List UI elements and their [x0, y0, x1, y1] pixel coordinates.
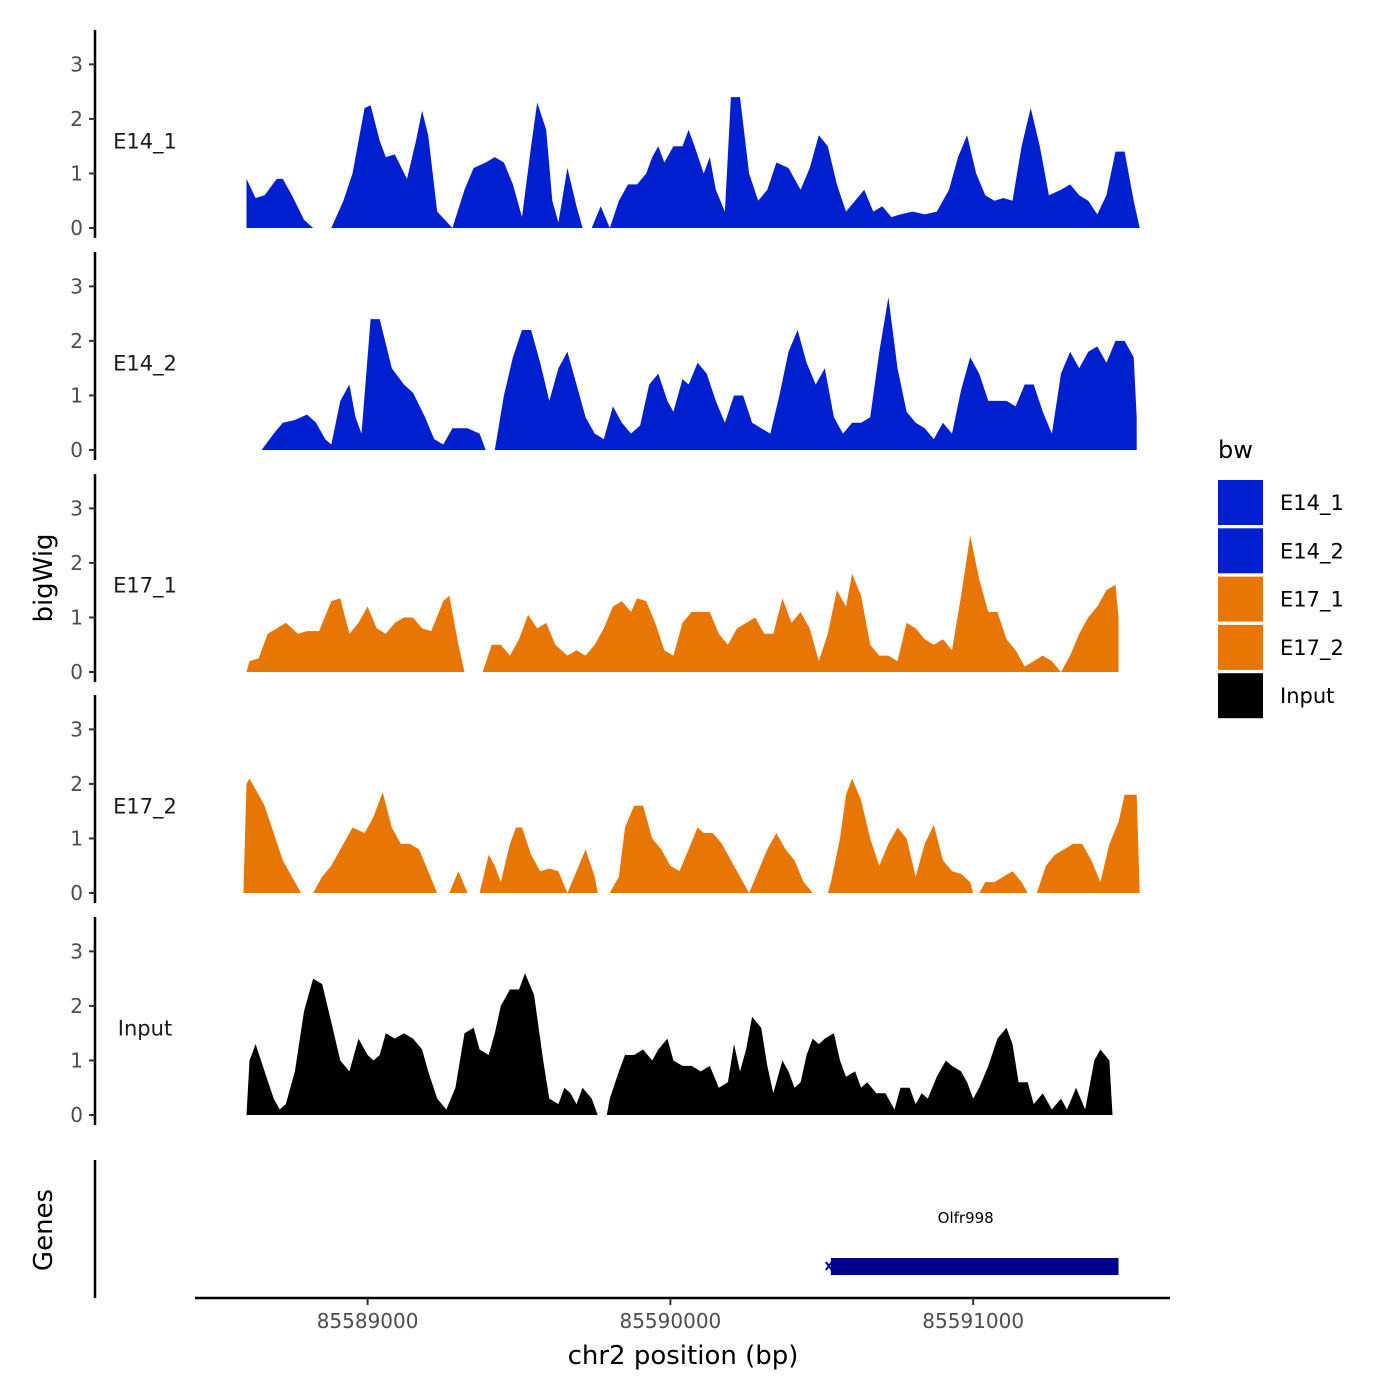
gene-strand-marker [825, 1261, 833, 1271]
coverage-area-e17-1 [246, 535, 1119, 672]
x-tick-label: 85591000 [922, 1309, 1024, 1333]
y-tick-label: 2 [70, 551, 83, 575]
coverage-tracks: 0 1 2 3 E14_1 0 1 2 3 E14_2 0 1 2 3 E17_1 0 1 2 3 E17_2 0 1 2 3… [70, 30, 1140, 1127]
y-tick-label: 0 [70, 1103, 83, 1127]
y-tick-label: 2 [70, 329, 83, 353]
legend-label: E14_1 [1280, 491, 1344, 516]
track-e14-1: 0 1 2 3 E14_1 [70, 30, 1140, 240]
legend: bw E14_1 E14_2 E17_1 E17_2 Input [1218, 436, 1344, 719]
genes-axis-title: Genes [29, 1189, 59, 1271]
x-axis: 85589000 85590000 85591000 [195, 1296, 1170, 1333]
y-tick-label: 0 [70, 660, 83, 684]
track-label: E17_1 [113, 574, 177, 599]
track-label: E14_2 [113, 352, 177, 377]
gene-label: Olfr998 [938, 1209, 994, 1227]
y-tick-label: 0 [70, 881, 83, 905]
legend-swatch [1218, 576, 1263, 622]
coverage-area-input [246, 973, 1113, 1115]
x-tick-label: 85589000 [317, 1309, 419, 1333]
track-input: 0 1 2 3 Input [70, 917, 1113, 1127]
y-tick-label: 3 [70, 52, 83, 76]
coverage-area-e14-1 [246, 97, 1140, 228]
legend-swatch [1218, 480, 1263, 525]
track-label: E17_2 [113, 795, 177, 820]
y-tick-label: 2 [70, 772, 83, 796]
gene-track: Olfr998 [93, 1160, 1119, 1298]
coverage-area-e14-2 [261, 297, 1137, 450]
track-e17-2: 0 1 2 3 E17_2 [70, 695, 1140, 905]
y-tick-label: 3 [70, 939, 83, 963]
legend-swatch [1218, 624, 1263, 670]
legend-label: E17_2 [1280, 636, 1344, 661]
y-tick-label: 3 [70, 496, 83, 520]
x-axis-title: chr2 position (bp) [568, 1341, 799, 1371]
y-tick-label: 3 [70, 717, 83, 741]
x-tick-label: 85590000 [619, 1309, 721, 1333]
y-tick-label: 3 [70, 274, 83, 298]
legend-swatch [1218, 528, 1263, 574]
track-e17-1: 0 1 2 3 E17_1 [70, 474, 1119, 684]
y-tick-label: 1 [70, 383, 83, 407]
legend-swatch [1218, 673, 1263, 719]
y-axis-title: bigWig [29, 533, 59, 622]
y-tick-label: 1 [70, 605, 83, 629]
track-e14-2: 0 1 2 3 E14_2 [70, 252, 1137, 462]
y-tick-label: 1 [70, 161, 83, 185]
y-tick-label: 2 [70, 994, 83, 1018]
y-tick-label: 1 [70, 826, 83, 850]
legend-title: bw [1218, 436, 1253, 464]
y-tick-label: 1 [70, 1048, 83, 1072]
legend-label: Input [1280, 684, 1334, 708]
track-label: Input [118, 1017, 172, 1041]
y-tick-label: 0 [70, 216, 83, 240]
gene-body [830, 1258, 1119, 1275]
legend-label: E14_2 [1280, 539, 1344, 564]
track-label: E14_1 [113, 130, 177, 155]
coverage-area-e17-2 [243, 778, 1140, 893]
y-tick-label: 0 [70, 438, 83, 462]
legend-label: E17_1 [1280, 588, 1344, 613]
y-tick-label: 2 [70, 107, 83, 131]
